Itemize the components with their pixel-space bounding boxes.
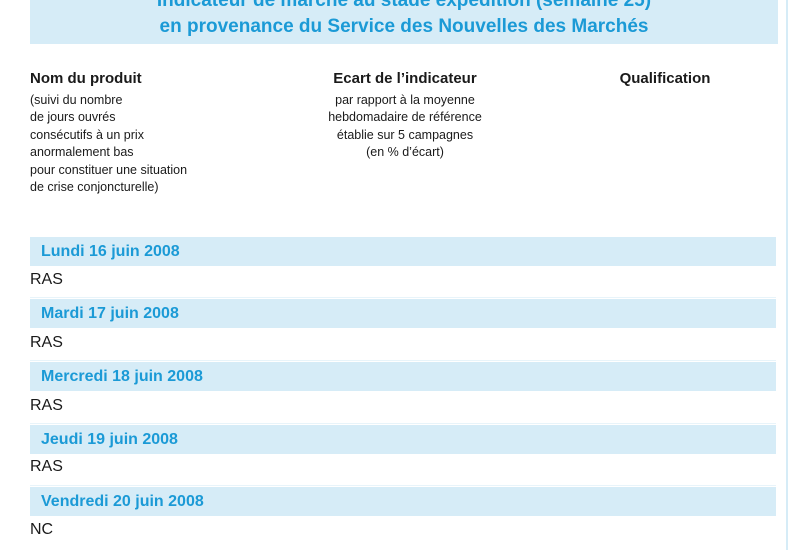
day-label: Jeudi 19 juin 2008 bbox=[41, 431, 178, 448]
day-label: Mercredi 18 juin 2008 bbox=[41, 368, 203, 385]
product-subtitle-line: de jours ouvrés bbox=[30, 110, 116, 125]
day-value: RAS bbox=[30, 271, 63, 288]
ecart-subtitle-line: (en % d’écart) bbox=[366, 145, 444, 160]
day-label: Lundi 16 juin 2008 bbox=[41, 243, 180, 260]
product-subtitle-line: pour constituer une situation bbox=[30, 162, 188, 177]
column-subtitle-product: (suivi du nombre de jours ouvrés consécu… bbox=[30, 92, 187, 196]
day-value: RAS bbox=[30, 334, 63, 351]
product-subtitle-line: (suivi du nombre bbox=[30, 93, 123, 107]
product-subtitle-line: consécutifs à un prix bbox=[30, 127, 144, 142]
day-band-wednesday: Mercredi 18 juin 2008 bbox=[30, 362, 776, 391]
column-header-product: Nom du produit bbox=[30, 70, 142, 87]
ecart-subtitle-line: par rapport à la moyenne bbox=[335, 93, 475, 107]
column-header-qualification: Qualification bbox=[619, 70, 711, 87]
row-separator bbox=[30, 423, 776, 424]
column-header-ecart: Ecart de l’indicateur bbox=[333, 70, 477, 87]
column-subtitle-ecart: par rapport à la moyenne hebdomadaire de… bbox=[298, 92, 512, 162]
product-subtitle-line: de crise conjoncturelle) bbox=[30, 180, 159, 195]
ecart-subtitle-line: établie sur 5 campagnes bbox=[336, 127, 474, 142]
ecart-subtitle-line: hebdomadaire de référence bbox=[328, 110, 482, 125]
title-banner: Indicateur de marché au stade expédition… bbox=[30, 0, 778, 44]
day-band-tuesday: Mardi 17 juin 2008 bbox=[30, 299, 776, 328]
day-label: Mardi 17 juin 2008 bbox=[41, 305, 179, 322]
day-band-thursday: Jeudi 19 juin 2008 bbox=[30, 425, 776, 454]
day-value: RAS bbox=[30, 397, 63, 414]
right-frame-border bbox=[786, 0, 788, 550]
title-line-1: Indicateur de marché au stade expédition… bbox=[156, 0, 652, 11]
day-band-friday: Vendredi 20 juin 2008 bbox=[30, 487, 776, 516]
row-separator bbox=[30, 360, 776, 361]
product-subtitle-line: anormalement bas bbox=[30, 145, 134, 160]
day-label: Vendredi 20 juin 2008 bbox=[41, 493, 204, 510]
day-value: NC bbox=[30, 521, 54, 538]
day-value: RAS bbox=[30, 458, 63, 475]
day-band-monday: Lundi 16 juin 2008 bbox=[30, 237, 776, 266]
title-line-2: en provenance du Service des Nouvelles d… bbox=[159, 16, 649, 37]
row-separator bbox=[30, 485, 776, 486]
row-separator bbox=[30, 297, 776, 298]
